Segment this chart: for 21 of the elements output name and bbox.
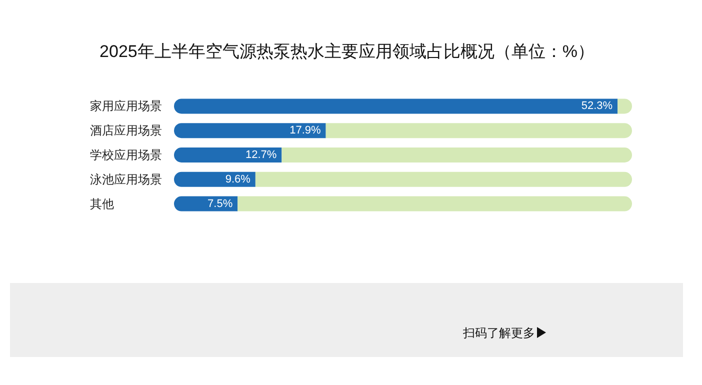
chart-title: 2025年上半年空气源热泵热水主要应用领域占比概况（单位：%） (100, 42, 594, 61)
bar (255, 172, 632, 187)
bar (326, 123, 632, 138)
bar (174, 148, 282, 162)
data-label: 12.7% (246, 149, 277, 161)
y-tick-label: 泳池应用场景 (90, 172, 162, 186)
data-label: 17.9% (290, 124, 322, 137)
data-label: 7.5% (208, 198, 233, 210)
y-tick-label: 学校应用场景 (90, 148, 162, 162)
bar (282, 148, 632, 162)
y-tick-label: 酒店应用场景 (90, 124, 162, 138)
bar (174, 98, 618, 114)
bar (174, 172, 256, 187)
text: 扫码了解更多 (463, 325, 535, 342)
bar (238, 196, 632, 212)
bar (174, 196, 238, 212)
y-tick-label: 其他 (90, 196, 114, 211)
y-tick-label: 家用应用场景 (90, 99, 162, 114)
data-label: 52.3% (581, 100, 613, 112)
bar (174, 123, 326, 138)
data-label: 9.6% (225, 173, 251, 186)
